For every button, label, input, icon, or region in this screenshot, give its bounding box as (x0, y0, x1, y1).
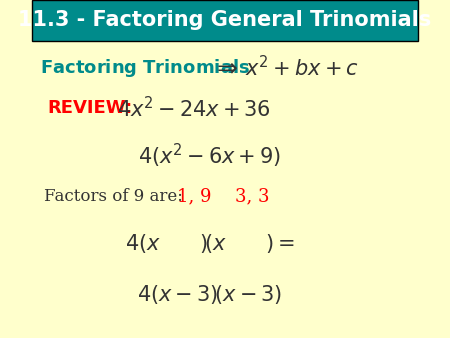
Text: 1, 9: 1, 9 (177, 187, 211, 205)
Text: $\mathbf{Factoring\ Trinomials}$: $\mathbf{Factoring\ Trinomials}$ (40, 56, 250, 79)
Text: $4\left(x-3\right)\!\left(x-3\right)$: $4\left(x-3\right)\!\left(x-3\right)$ (137, 283, 282, 306)
Text: $\Rightarrow$: $\Rightarrow$ (212, 56, 239, 79)
Text: 11.3 - Factoring General Trinomials: 11.3 - Factoring General Trinomials (18, 10, 432, 30)
FancyBboxPatch shape (32, 0, 418, 41)
Text: 3, 3: 3, 3 (235, 187, 269, 205)
Text: $4x^2-24x+36$: $4x^2-24x+36$ (117, 96, 271, 121)
Text: $4\left(x\quad\quad\right)\!\left(x\quad\quad\right)=$: $4\left(x\quad\quad\right)\!\left(x\quad… (125, 232, 295, 255)
Text: Factors of 9 are:: Factors of 9 are: (44, 188, 183, 204)
Text: $x^2+bx+c$: $x^2+bx+c$ (245, 55, 359, 80)
Text: REVIEW:: REVIEW: (48, 99, 133, 117)
Text: $4\left(x^2-6x+9\right)$: $4\left(x^2-6x+9\right)$ (138, 141, 281, 170)
